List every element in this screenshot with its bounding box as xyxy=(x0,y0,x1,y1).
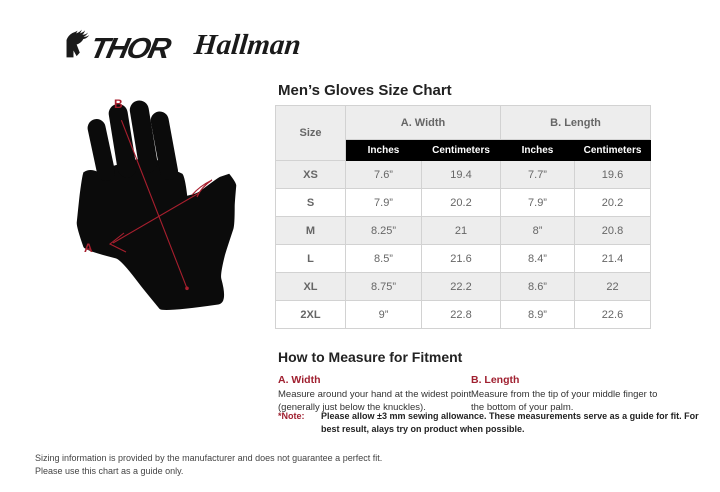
svg-text:A: A xyxy=(84,241,93,255)
svg-text:B: B xyxy=(114,97,123,111)
